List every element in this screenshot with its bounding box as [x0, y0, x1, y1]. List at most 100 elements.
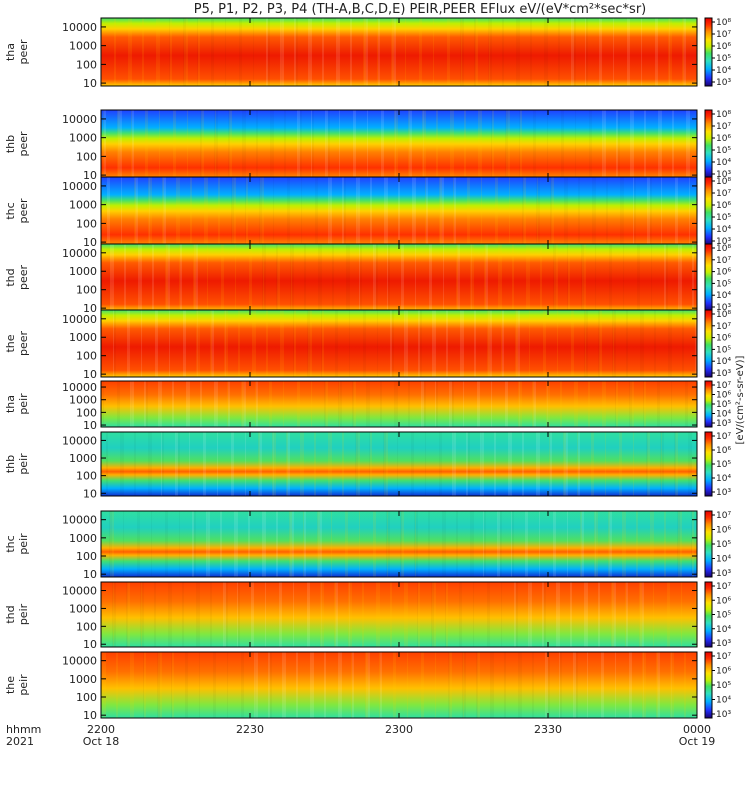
texture-stripe: [359, 244, 360, 311]
x-axis-label-top: hhmm: [6, 723, 41, 736]
texture-stripe: [386, 511, 390, 577]
texture-stripe: [294, 18, 296, 86]
texture-stripe: [127, 310, 130, 377]
colorbar-tick-label: 10³: [716, 78, 731, 88]
texture-stripe: [142, 18, 144, 86]
texture-stripe: [338, 652, 342, 718]
texture-stripe: [124, 244, 126, 311]
texture-stripe: [239, 18, 242, 86]
texture-stripe: [380, 381, 382, 427]
texture-stripe: [175, 432, 178, 496]
texture-stripe: [487, 310, 490, 377]
panel-probe-label: thc: [4, 535, 17, 552]
texture-stripe: [352, 652, 354, 718]
texture-stripe: [433, 18, 434, 86]
y-tick-label: 10000: [62, 514, 97, 527]
texture-stripe: [516, 18, 520, 86]
texture-stripe: [605, 432, 606, 496]
panel-the-peir: 10000 1000 100 10 the peir 10⁷ 10⁶ 10⁵ 10⁴ 10³: [4, 651, 731, 722]
panel-species-label: peer: [17, 39, 30, 65]
texture-stripe: [235, 244, 236, 311]
texture-stripe: [141, 310, 142, 377]
colorbar-tick-label: 10⁷: [716, 30, 731, 40]
texture-stripe: [629, 652, 632, 718]
texture-stripe: [409, 110, 412, 178]
texture-stripe: [415, 511, 416, 577]
texture-stripe: [490, 652, 494, 718]
texture-stripe: [522, 432, 524, 496]
texture-stripe: [449, 652, 452, 718]
texture-stripe: [245, 432, 246, 496]
texture-stripe: [138, 244, 142, 311]
texture-stripe: [691, 511, 692, 577]
texture-stripe: [356, 432, 360, 496]
texture-stripe: [408, 110, 410, 178]
texture-stripe: [564, 432, 568, 496]
texture-stripe: [421, 381, 424, 427]
texture-stripe: [533, 110, 536, 178]
texture-stripe: [598, 310, 600, 377]
colorbar-tick-label: 10⁷: [716, 256, 731, 266]
texture-stripe: [391, 18, 394, 86]
texture-stripe: [442, 511, 446, 577]
texture-stripe: [492, 110, 494, 178]
texture-stripe: [678, 244, 682, 311]
texture-stripe: [227, 381, 228, 427]
texture-stripe: [290, 244, 294, 311]
texture-stripe: [578, 432, 580, 496]
texture-stripe: [189, 432, 190, 496]
texture-stripe: [563, 432, 566, 496]
texture-stripe: [134, 432, 136, 496]
texture-stripe: [210, 582, 212, 647]
texture-stripe: [161, 432, 162, 496]
texture-stripe: [237, 582, 238, 647]
texture-stripe: [262, 511, 266, 577]
texture-stripe: [114, 310, 116, 377]
panel-thc-peir: 10000 1000 100 10 thc peir 10⁷ 10⁶ 10⁵ 10⁴ 10³: [4, 510, 731, 581]
colorbar-tick-label: 10⁵: [716, 540, 731, 550]
texture-stripe: [668, 18, 672, 86]
texture-stripe: [241, 381, 244, 427]
y-tick-label: 10000: [62, 21, 97, 34]
y-tick-label: 10: [83, 302, 97, 315]
texture-stripe: [657, 381, 660, 427]
texture-stripe: [392, 18, 396, 86]
texture-stripe: [448, 652, 450, 718]
texture-stripe: [502, 310, 504, 377]
texture-stripe: [349, 582, 350, 647]
texture-stripe: [536, 432, 540, 496]
texture-stripe: [640, 582, 644, 647]
y-tick-label: 10: [83, 77, 97, 90]
colorbar-tick-label: 10⁷: [716, 652, 731, 662]
panel-species-label: peer: [17, 265, 30, 291]
texture-stripe: [318, 511, 322, 577]
texture-stripe: [435, 652, 436, 718]
texture-stripe: [615, 652, 616, 718]
texture-stripe: [220, 511, 222, 577]
texture-stripe: [464, 110, 466, 178]
texture-stripe: [532, 652, 534, 718]
texture-stripe: [273, 432, 274, 496]
texture-stripe: [256, 381, 258, 427]
texture-stripe: [266, 310, 268, 377]
spectrogram-texture: [101, 18, 700, 86]
texture-stripe: [351, 652, 352, 718]
spectrogram-tha-peer: [101, 18, 697, 86]
spectrogram-texture: [134, 432, 678, 496]
texture-stripe: [512, 511, 514, 577]
texture-stripe: [616, 381, 618, 427]
texture-stripe: [677, 511, 680, 577]
texture-stripe: [457, 244, 460, 311]
texture-stripe: [301, 177, 302, 245]
texture-stripe: [550, 177, 552, 245]
texture-stripe: [293, 310, 294, 377]
texture-stripe: [196, 310, 200, 377]
texture-stripe: [556, 582, 560, 647]
colorbar-tick-label: 10⁶: [716, 526, 731, 536]
texture-stripe: [339, 110, 340, 178]
texture-stripe: [421, 652, 424, 718]
colorbar-tick-label: 10⁸: [716, 244, 731, 254]
texture-stripe: [259, 177, 262, 245]
texture-stripe: [574, 381, 578, 427]
texture-stripe: [242, 381, 246, 427]
